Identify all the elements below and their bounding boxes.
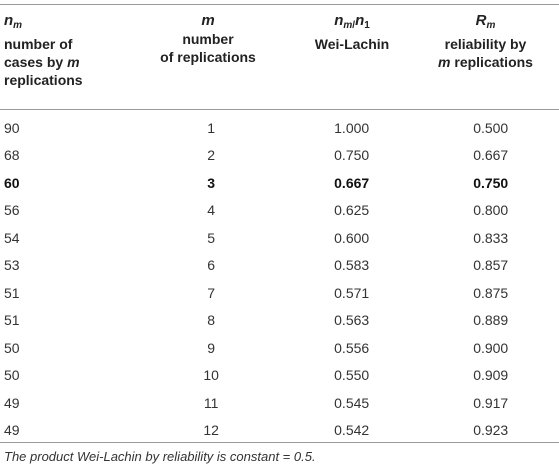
cell-cases: 60: [4, 174, 20, 191]
table-footnote: The product Wei-Lachin by reliability is…: [4, 449, 316, 464]
cell-reliability: 0.857: [473, 257, 509, 274]
header-wei-lachin-symbol: nm/n1: [334, 12, 370, 31]
table-row: 50 9 0.556 0.900: [0, 334, 559, 362]
table-row: 90 1 1.000 0.500: [0, 114, 559, 142]
header-cases-symbol: nm: [4, 12, 23, 31]
cell-wei-lachin: 0.556: [334, 339, 370, 356]
cell-reliability: 0.900: [473, 339, 509, 356]
cell-cases: 50: [4, 339, 20, 356]
header-rule: [0, 109, 559, 110]
header-reliability-symbol: Rm: [475, 12, 496, 31]
cell-wei-lachin: 0.563: [334, 312, 370, 329]
cell-wei-lachin: 0.600: [334, 229, 370, 246]
cell-cases: 49: [4, 394, 20, 411]
cell-reliability: 0.800: [473, 202, 509, 219]
header-reliability: Rm reliability by m replications: [412, 12, 559, 71]
cell-reliability: 0.917: [473, 394, 509, 411]
cell-wei-lachin: 0.625: [334, 202, 370, 219]
cell-reliability: 0.667: [473, 147, 509, 164]
header-reliability-line1: reliability by: [444, 36, 527, 52]
table-row: 53 6 0.583 0.857: [0, 252, 559, 280]
table-row: 49 12 0.542 0.923: [0, 417, 559, 445]
table-row: 56 4 0.625 0.800: [0, 197, 559, 225]
cell-cases: 50: [4, 367, 20, 384]
header-cases-line2: cases by m: [4, 54, 80, 70]
cell-cases: 51: [4, 284, 20, 301]
header-wei-lachin: nm/n1 Wei-Lachin: [282, 12, 422, 53]
table-row: 68 2 0.750 0.667: [0, 142, 559, 170]
cell-wei-lachin: 0.750: [334, 147, 370, 164]
header-cases-line1: number of: [4, 36, 73, 52]
cell-replications: 4: [207, 202, 216, 219]
cell-reliability: 0.500: [473, 119, 509, 136]
header-replications: m number of replications: [138, 12, 278, 66]
cell-replications: 8: [207, 312, 216, 329]
cell-wei-lachin: 0.542: [334, 422, 370, 439]
cell-cases: 49: [4, 422, 20, 439]
cell-replications: 5: [207, 229, 216, 246]
cell-cases: 51: [4, 312, 20, 329]
table-row: 51 8 0.563 0.889: [0, 307, 559, 335]
cell-cases: 54: [4, 229, 20, 246]
table-row: 51 7 0.571 0.875: [0, 279, 559, 307]
data-table: 90 1 1.000 0.500 68 2 0.750 0.667 60 3 0.667 0.750 5…: [0, 114, 559, 444]
header-cases-line3: replications: [4, 72, 83, 88]
table-row: 60 3 0.667 0.750: [0, 169, 559, 197]
header-replications-line1: number: [182, 31, 234, 47]
table-row: 50 10 0.550 0.909: [0, 362, 559, 390]
header-replications-line2: of replications: [160, 49, 256, 65]
header-cases: nm number of cases by m replications: [4, 12, 144, 89]
table-row: 49 11 0.545 0.917: [0, 389, 559, 417]
header-wei-lachin-line1: Wei-Lachin: [314, 36, 390, 52]
cell-replications: 10: [203, 367, 219, 384]
cell-wei-lachin: 0.583: [334, 257, 370, 274]
cell-cases: 53: [4, 257, 20, 274]
cell-reliability: 0.889: [473, 312, 509, 329]
cell-wei-lachin: 0.545: [334, 394, 370, 411]
cell-reliability: 0.875: [473, 284, 509, 301]
top-rule: [0, 4, 559, 5]
cell-replications: 1: [207, 119, 216, 136]
cell-replications: 3: [207, 174, 216, 191]
cell-reliability: 0.909: [473, 367, 509, 384]
cell-replications: 6: [207, 257, 216, 274]
header-reliability-line2: m replications: [438, 54, 533, 70]
cell-replications: 2: [207, 147, 216, 164]
cell-wei-lachin: 1.000: [334, 119, 370, 136]
cell-cases: 56: [4, 202, 20, 219]
cell-reliability: 0.750: [473, 174, 509, 191]
cell-wei-lachin: 0.667: [334, 174, 370, 191]
cell-cases: 68: [4, 147, 20, 164]
cell-replications: 9: [207, 339, 216, 356]
cell-replications: 7: [207, 284, 216, 301]
cell-wei-lachin: 0.571: [334, 284, 370, 301]
bottom-rule: [0, 442, 559, 443]
header-replications-symbol: m: [201, 12, 215, 29]
cell-replications: 11: [203, 394, 219, 411]
cell-reliability: 0.923: [473, 422, 509, 439]
table-row: 54 5 0.600 0.833: [0, 224, 559, 252]
cell-reliability: 0.833: [473, 229, 509, 246]
cell-replications: 12: [203, 422, 219, 439]
cell-cases: 90: [4, 119, 20, 136]
cell-wei-lachin: 0.550: [334, 367, 370, 384]
